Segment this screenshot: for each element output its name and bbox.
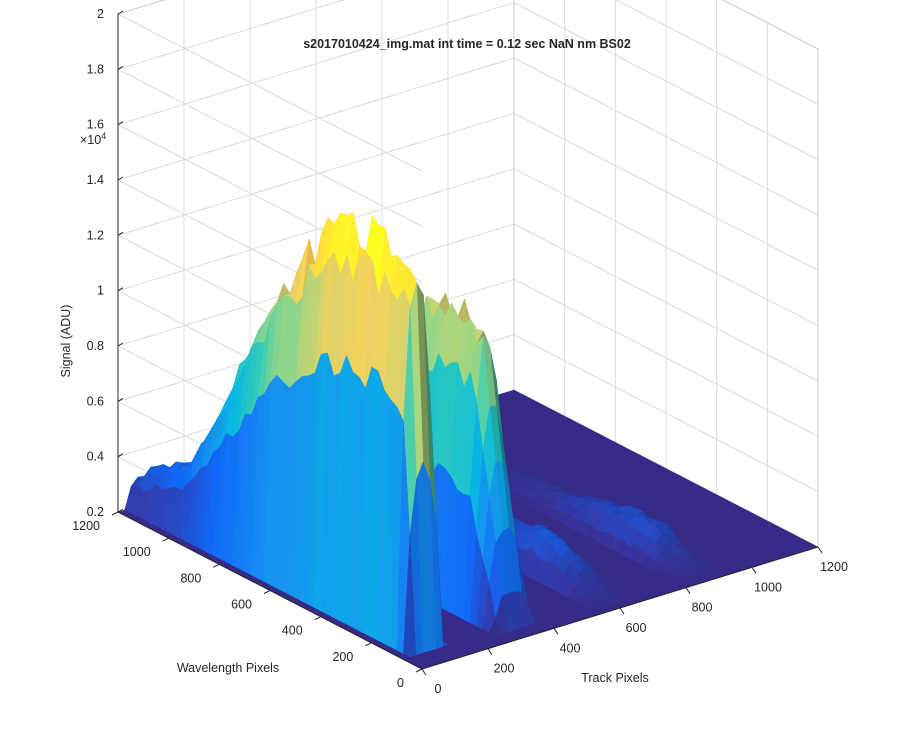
y-tick-label: 200 xyxy=(332,650,353,664)
y-tick-label: 0 xyxy=(397,676,404,690)
z-tick xyxy=(117,10,124,15)
y-tick xyxy=(415,668,423,673)
z-tick xyxy=(117,453,124,458)
x-tick xyxy=(421,668,427,676)
z-tick-label: 2 xyxy=(97,7,104,21)
z-tick xyxy=(117,231,124,236)
z-tick-label: 0.8 xyxy=(87,339,104,353)
x-tick xyxy=(817,546,823,554)
z-tick-label: 0.6 xyxy=(87,394,104,408)
x-tick xyxy=(553,628,559,635)
z-tick-label: 1.8 xyxy=(87,62,104,76)
z-tick xyxy=(117,342,124,347)
y-tick xyxy=(213,563,220,568)
x-tick xyxy=(487,648,493,655)
z-tick-label: 1.4 xyxy=(87,173,104,187)
z-tick xyxy=(117,287,124,292)
x-tick-labels: 0 200 400 600 800 1000 1200 xyxy=(435,560,848,696)
signal-surface xyxy=(117,212,819,670)
x-tick-label: 400 xyxy=(560,641,581,655)
x-tick-label: 800 xyxy=(692,601,713,615)
y-tick-label: 800 xyxy=(180,571,201,585)
z-exponent-power: 4 xyxy=(101,131,106,141)
y-tick xyxy=(111,511,119,516)
z-tick xyxy=(117,121,124,126)
z-tick xyxy=(117,65,124,70)
z-tick-labels: 0.2 0.4 0.6 0.8 1 1.2 1.4 1.6 1.8 2 xyxy=(87,7,104,519)
z-tick-label: 0.2 xyxy=(87,505,104,519)
x-tick-label: 200 xyxy=(494,662,515,676)
x-tick-label: 600 xyxy=(626,621,647,635)
z-tick-label: 1.6 xyxy=(87,118,104,132)
tick-marks xyxy=(111,10,823,676)
y-tick xyxy=(365,642,372,647)
z-exponent-label: ×104 xyxy=(80,131,106,147)
grid-line xyxy=(117,13,423,172)
grid-line xyxy=(117,68,423,227)
z-axis-label: Signal (ADU) xyxy=(59,305,73,378)
y-tick xyxy=(314,616,321,621)
y-tick-label: 600 xyxy=(231,598,252,612)
x-tick xyxy=(619,607,625,615)
x-tick-label: 1000 xyxy=(754,580,782,594)
y-tick-label: 400 xyxy=(282,624,303,638)
x-tick-label: 1200 xyxy=(820,560,848,574)
z-exponent-base: ×10 xyxy=(80,133,101,147)
x-tick xyxy=(751,567,757,574)
z-tick-label: 0.4 xyxy=(87,450,104,464)
y-tick-label: 1200 xyxy=(72,519,100,533)
z-tick-label: 1 xyxy=(97,284,104,298)
chart-title: s2017010424_img.mat int time = 0.12 sec … xyxy=(303,37,631,51)
z-tick xyxy=(117,397,124,402)
z-tick xyxy=(117,176,124,181)
x-tick-label: 0 xyxy=(435,682,442,696)
y-tick xyxy=(263,590,271,594)
z-tick-label: 1.2 xyxy=(87,228,104,242)
y-tick-label: 1000 xyxy=(123,545,151,559)
x-tick xyxy=(685,587,691,594)
box-edge xyxy=(722,0,819,50)
y-tick xyxy=(162,537,169,542)
x-axis-label: Track Pixels xyxy=(581,671,649,685)
z-tick xyxy=(117,508,124,513)
y-axis-label: Wavelength Pixels xyxy=(177,661,279,675)
y-tick-labels: 0 200 400 600 800 1000 1200 xyxy=(72,519,404,690)
